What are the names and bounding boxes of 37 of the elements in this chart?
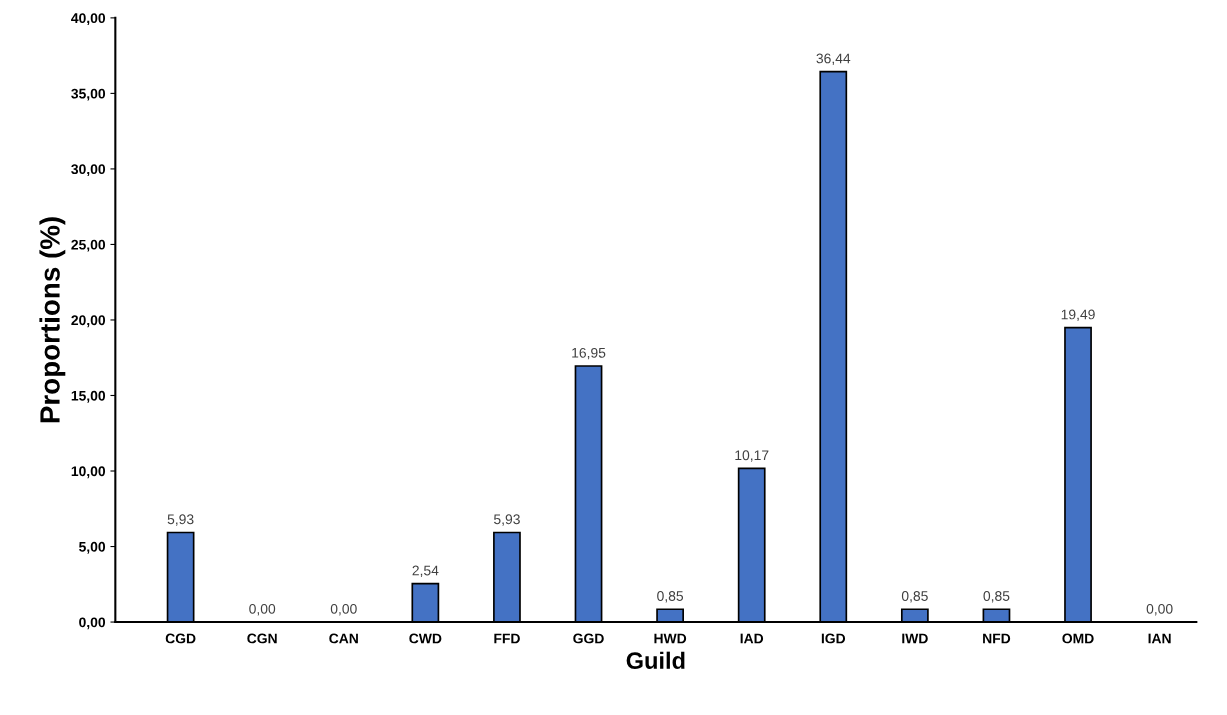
data-label: 0,00 (1146, 603, 1173, 616)
x-tick-label: CWD (409, 633, 442, 644)
data-label: 0,85 (901, 591, 928, 603)
x-tick-label: IWD (902, 633, 928, 644)
x-tick-label: OMD (1062, 633, 1094, 644)
data-label: 5,93 (493, 514, 520, 526)
x-tick-label: IAD (740, 633, 764, 644)
x-tick-label: IAN (1148, 633, 1171, 644)
y-tick-label: 10,00 (71, 466, 106, 479)
x-axis-title: Guild (626, 651, 685, 670)
y-tick-label: 25,00 (71, 239, 106, 252)
data-label: 16,95 (572, 347, 606, 360)
y-tick-label: 0,00 (79, 617, 106, 630)
x-tick-label: GGD (573, 633, 604, 644)
x-tick-label: CAN (329, 633, 358, 644)
y-tick-label: 15,00 (71, 390, 106, 403)
data-label: 10,17 (735, 450, 769, 462)
data-label: 0,85 (983, 591, 1010, 603)
y-tick-label: 20,00 (71, 315, 106, 328)
x-tick-label: CGD (165, 633, 196, 644)
y-tick-label: 35,00 (71, 88, 106, 101)
data-label: 2,54 (412, 565, 439, 578)
y-tick-label: 5,00 (79, 541, 106, 554)
data-label: 5,93 (167, 514, 194, 526)
y-tick-label: 30,00 (71, 164, 106, 177)
data-label: 36,44 (816, 53, 851, 65)
x-tick-label: FFD (494, 633, 520, 644)
x-tick-label: IGD (821, 633, 846, 644)
x-tick-label: HWD (654, 633, 687, 644)
data-label: 0,00 (249, 603, 276, 616)
data-label: 19,49 (1061, 309, 1095, 322)
y-axis-title: Proportions (%) (39, 217, 66, 423)
data-label: 0,00 (330, 603, 357, 616)
x-tick-label: NFD (983, 633, 1011, 644)
y-tick-label: 40,00 (71, 13, 106, 26)
data-label: 0,85 (657, 591, 684, 603)
x-tick-label: CGN (247, 633, 277, 644)
